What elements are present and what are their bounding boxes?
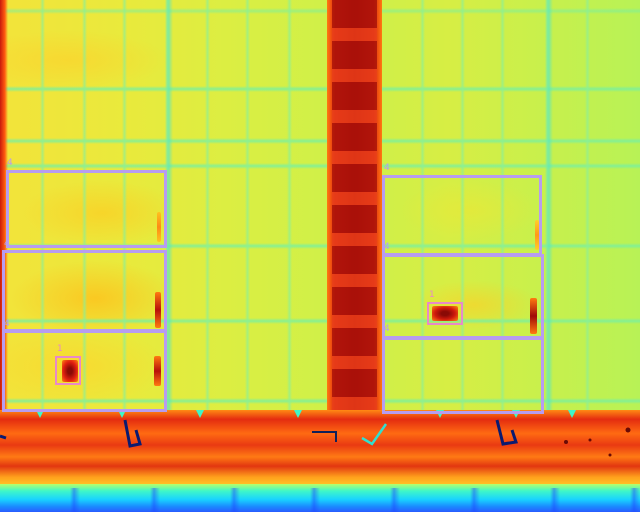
annotation-label: 4 [4, 319, 10, 329]
annotation-box [382, 254, 544, 340]
center-hot-gap-cells [332, 0, 377, 410]
hot-spot [535, 220, 539, 250]
cell-gap-line [0, 243, 640, 249]
cell-gap-line [500, 0, 505, 410]
annotation-box-small [427, 302, 463, 325]
cell-gap-line [0, 86, 640, 92]
bracket-mark [495, 419, 518, 446]
annotation-label: 1 [429, 290, 435, 300]
hot-spot [155, 292, 161, 328]
cell-gap-line [0, 138, 640, 144]
hot-spot [432, 306, 458, 321]
cell-gap-line [420, 0, 425, 410]
cell-gap-line [245, 0, 250, 410]
bracket-mark [0, 434, 7, 440]
hot-spot [154, 356, 161, 386]
bracket-mark [361, 423, 388, 446]
cell-gap-line [287, 0, 292, 410]
cell-gap-line [82, 0, 87, 410]
cool-edge [165, 0, 173, 410]
dark-spot [608, 453, 612, 457]
annotation-box [6, 170, 167, 248]
cell-gap-line [122, 0, 127, 410]
annotation-label: 4 [7, 158, 13, 168]
annotation-label: 4 [384, 324, 390, 334]
hot-spot [62, 360, 78, 382]
dark-spot [625, 427, 631, 433]
left-edge-hot-strip [0, 0, 8, 410]
cell-gap-line [0, 163, 640, 169]
annotation-label: 1 [57, 344, 63, 354]
hot-spot [157, 212, 161, 242]
annotation-box [382, 175, 542, 256]
annotation-label: 4 [384, 163, 390, 173]
annotation-label: 4 [384, 242, 390, 252]
cell-gap-line [0, 8, 640, 14]
cell-gap-line [585, 0, 590, 410]
cell-gap-line [205, 0, 210, 410]
dark-spot [588, 438, 592, 442]
hot-spot [530, 298, 537, 334]
annotation-box [382, 336, 544, 414]
annotation-box [2, 250, 167, 332]
warm-patch [20, 180, 170, 240]
cell-gap-line [0, 398, 640, 404]
dark-spot [564, 440, 568, 444]
cell-gap-line [0, 318, 640, 324]
cell-gap-line [40, 0, 45, 410]
ground-cool-texture [0, 488, 640, 512]
bracket-mark [312, 431, 337, 442]
ground-hot-band [0, 410, 640, 488]
cell-gap-line [460, 0, 465, 410]
annotation-box [2, 330, 167, 412]
annotation-label: 4 [4, 239, 10, 249]
annotation-box-small [55, 356, 81, 385]
cool-edge [545, 0, 553, 410]
bracket-mark [123, 419, 142, 448]
